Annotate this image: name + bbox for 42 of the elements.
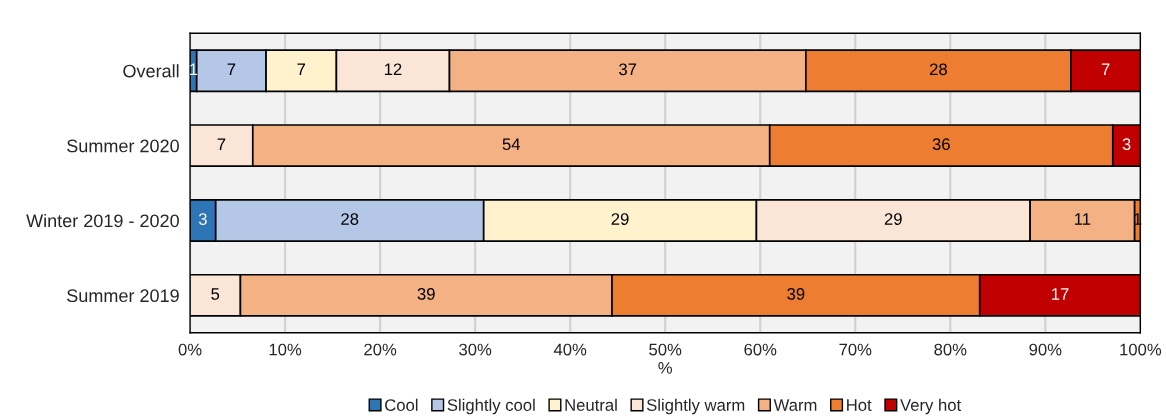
data-label: 29 xyxy=(884,213,902,225)
data-label: 7 xyxy=(1101,63,1110,76)
data-label: 36 xyxy=(932,138,950,151)
y-tick-label: Summer 2020 xyxy=(67,139,179,153)
x-tick-label: 50% xyxy=(649,343,682,356)
legend-label: Very hot xyxy=(900,398,962,415)
legend-label: Warm xyxy=(773,399,817,411)
data-label: 5 xyxy=(211,288,220,300)
x-tick-label: 0% xyxy=(178,343,202,356)
data-label: 37 xyxy=(619,63,637,76)
data-label: 11 xyxy=(1075,213,1091,225)
x-axis-title: % xyxy=(658,362,673,374)
data-label: 39 xyxy=(787,288,805,300)
y-tick-label: Winter 2019 - 2020 xyxy=(26,213,179,228)
data-label: 3 xyxy=(198,213,207,225)
legend-label: Slightly warm xyxy=(646,398,745,415)
x-tick-label: 10% xyxy=(269,343,302,356)
data-label: 28 xyxy=(929,63,947,76)
data-label: 28 xyxy=(341,213,359,225)
legend-label: Cool xyxy=(385,398,418,411)
x-tick-label: 60% xyxy=(744,343,777,356)
x-tick-label: 20% xyxy=(364,343,397,356)
data-label: 3 xyxy=(1122,138,1131,151)
x-tick-label: 70% xyxy=(839,343,872,356)
y-tick-label: Overall xyxy=(123,64,179,78)
legend-label: Neutral xyxy=(565,398,617,411)
data-label: 29 xyxy=(611,213,629,225)
y-tick-label: Summer 2019 xyxy=(67,289,179,303)
data-label: 17 xyxy=(1052,288,1069,300)
data-label: 7 xyxy=(227,63,236,76)
data-label: 39 xyxy=(417,288,435,300)
data-label: 7 xyxy=(217,138,226,150)
x-tick-label: 40% xyxy=(553,343,587,356)
data-label: 7 xyxy=(297,63,306,76)
legend-label: Slightly cool xyxy=(447,398,535,415)
data-label: 54 xyxy=(502,138,521,151)
x-tick-label: 80% xyxy=(934,343,967,356)
x-tick-label: 100% xyxy=(1120,343,1162,356)
x-tick-label: 90% xyxy=(1029,343,1062,356)
legend-label: Hot xyxy=(847,399,872,411)
data-label: 12 xyxy=(384,63,402,76)
x-tick-label: 30% xyxy=(459,343,492,356)
